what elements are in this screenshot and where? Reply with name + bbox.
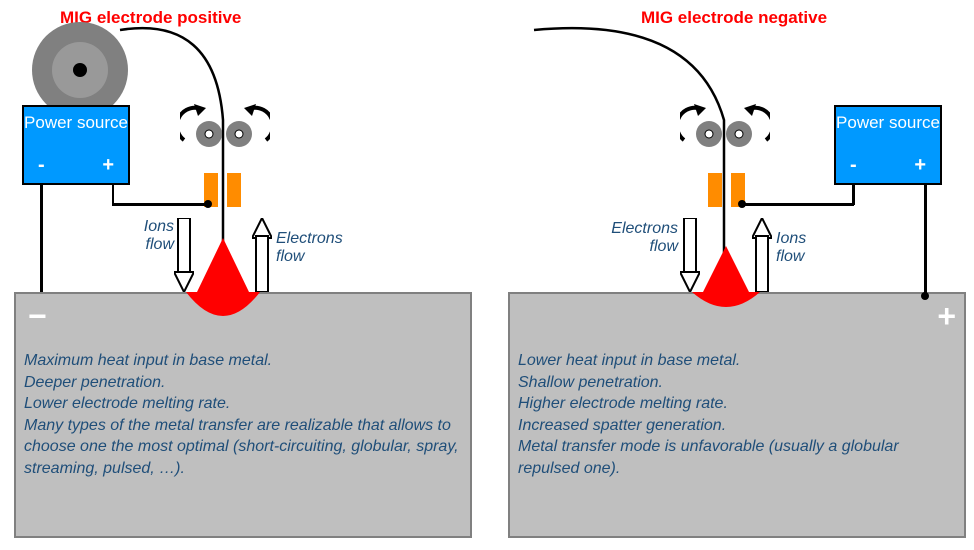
feed-rollers xyxy=(680,100,770,160)
feed-rollers xyxy=(180,100,270,160)
arc-cone xyxy=(703,246,749,294)
terminal-negative-label: - xyxy=(38,154,45,177)
weld-pool-top xyxy=(186,292,260,322)
power-source-box: Power source - + xyxy=(834,105,942,185)
base-polarity-mark: − xyxy=(28,298,47,335)
flow-down-label: Ions flow xyxy=(132,218,174,253)
arc-cone xyxy=(197,238,249,294)
flow-up-arrow xyxy=(752,218,772,292)
terminal-negative-label: - xyxy=(850,154,857,177)
base-polarity-mark: + xyxy=(937,298,956,335)
flow-down-arrow xyxy=(174,218,194,292)
cable-plus xyxy=(112,185,114,205)
panel-electrode-negative: MIG electrode negative Power source - + … xyxy=(494,0,974,550)
flow-up-arrow xyxy=(252,218,272,292)
description-positive: Maximum heat input in base metal. Deeper… xyxy=(14,342,472,488)
power-source-label: Power source xyxy=(836,107,940,133)
flow-up-label: Electrons flow xyxy=(276,230,356,265)
contact-tip-right xyxy=(227,173,241,207)
contact-tip-left xyxy=(708,173,722,207)
flow-up-label: Ions flow xyxy=(776,230,826,265)
power-source-label: Power source xyxy=(24,107,128,133)
flow-down-label: Electrons flow xyxy=(598,220,678,255)
cable-minus xyxy=(852,185,855,205)
description-negative: Lower heat input in base metal. Shallow … xyxy=(508,342,966,488)
cable-plus-dot xyxy=(204,200,212,208)
cable-plus-h xyxy=(112,203,208,206)
cable-minus xyxy=(40,185,43,295)
terminal-positive-label: + xyxy=(914,154,926,177)
cable-plus xyxy=(924,185,927,295)
panel-electrode-positive: MIG electrode positive Power source - + xyxy=(0,0,480,550)
cable-minus-h xyxy=(742,203,854,206)
cable-minus-dot xyxy=(738,200,746,208)
cable-plus-dot xyxy=(921,292,929,300)
power-source-box: Power source - + xyxy=(22,105,130,185)
terminal-positive-label: + xyxy=(102,154,114,177)
flow-down-arrow xyxy=(680,218,700,292)
weld-pool xyxy=(692,292,760,312)
